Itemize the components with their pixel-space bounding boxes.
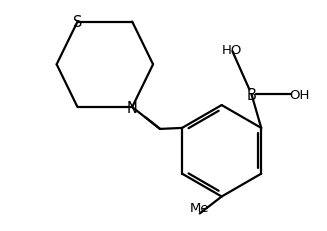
Text: N: N xyxy=(127,100,138,115)
Text: HO: HO xyxy=(221,44,242,57)
Text: S: S xyxy=(73,15,82,30)
Text: Me: Me xyxy=(190,201,210,214)
Text: B: B xyxy=(247,87,256,102)
Text: OH: OH xyxy=(289,88,309,101)
